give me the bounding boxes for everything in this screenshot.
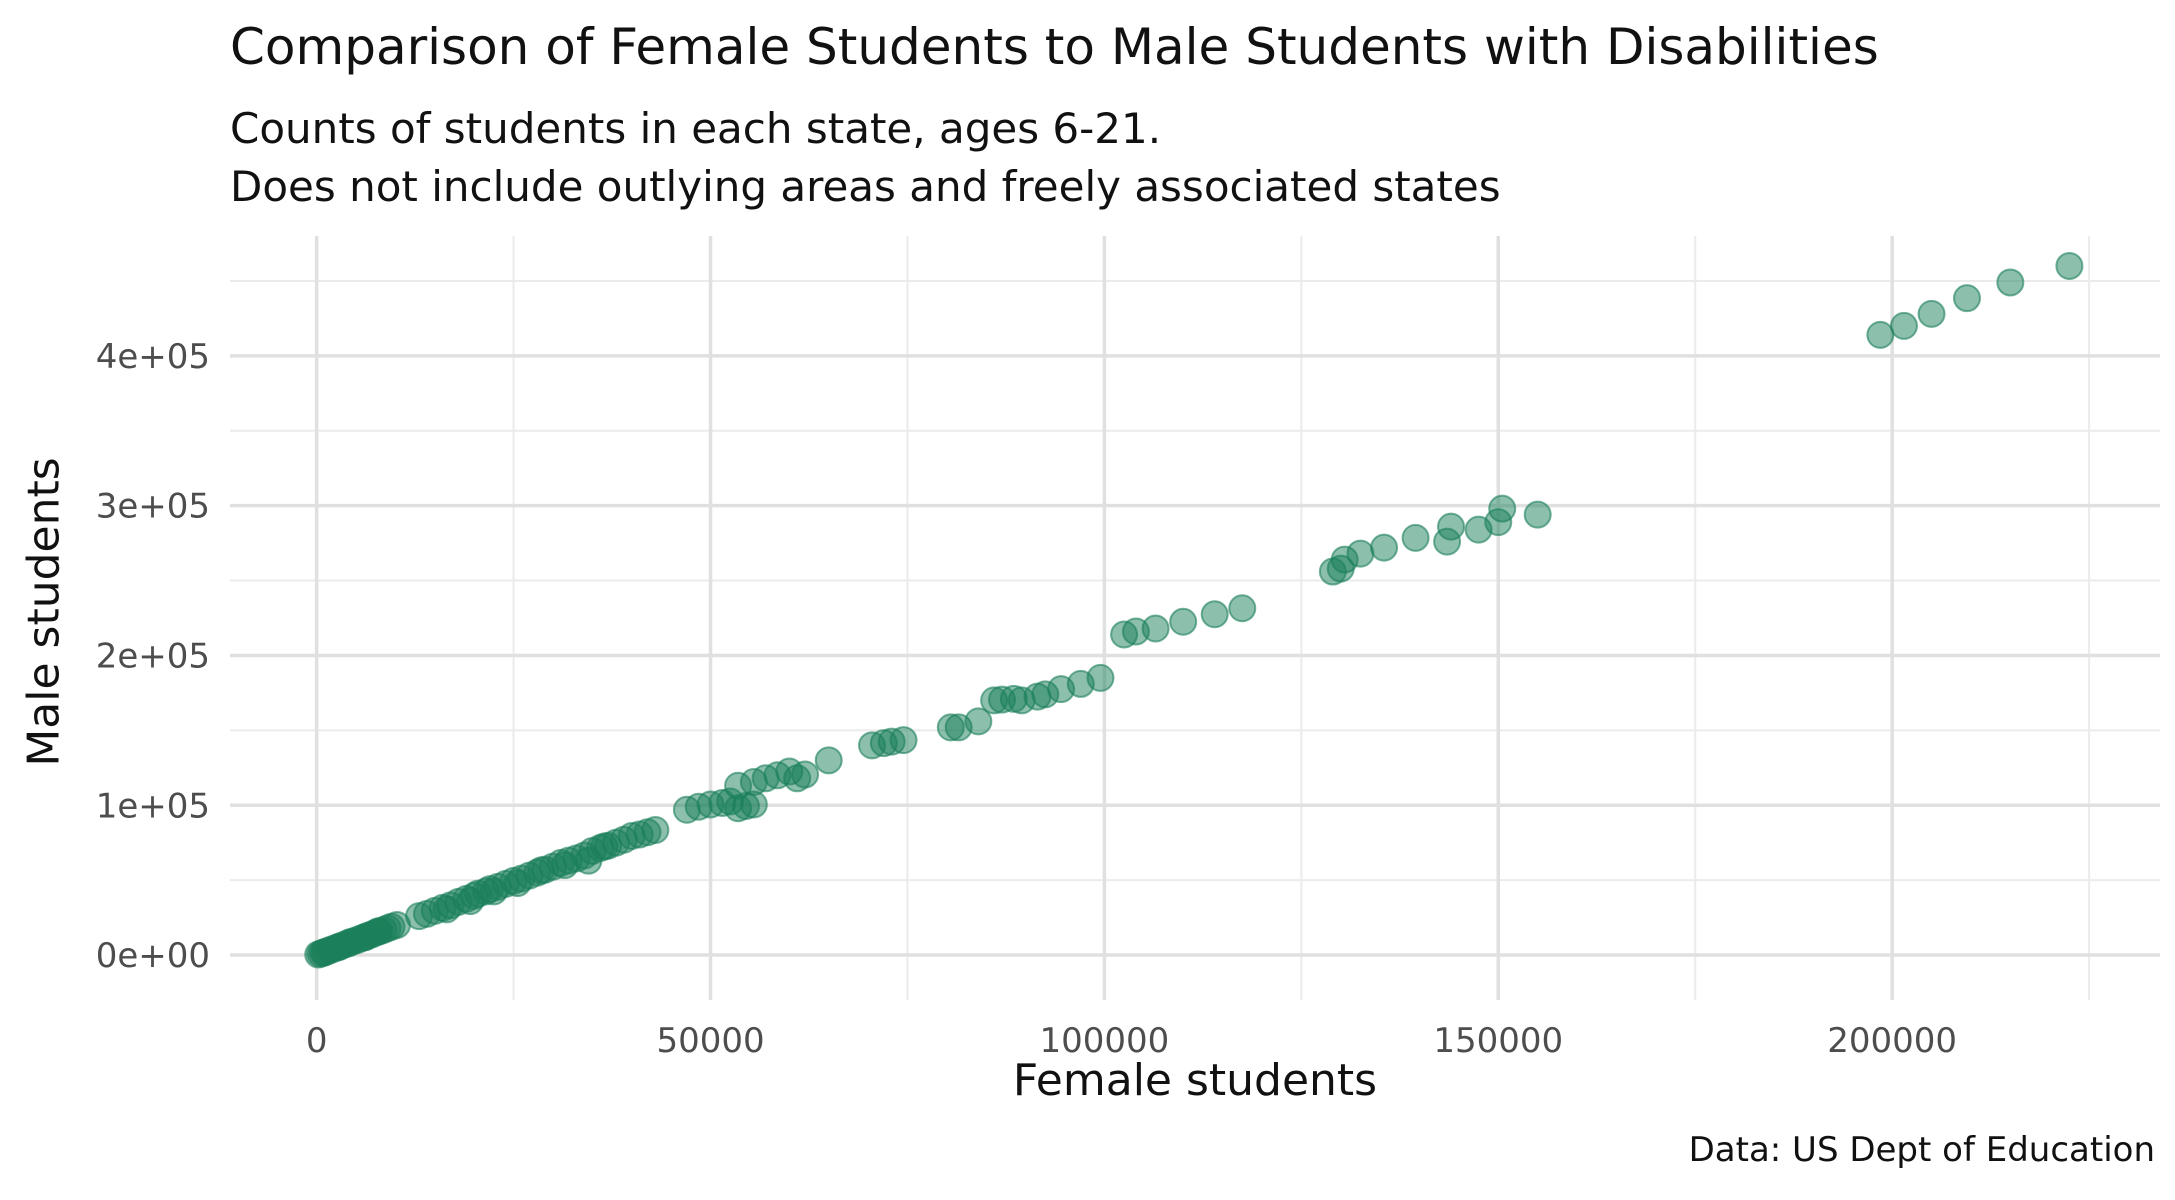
data-point (590, 832, 619, 861)
y-tick-label: 4e+05 (96, 337, 210, 377)
data-point (1953, 284, 1981, 313)
data-point (1228, 594, 1257, 623)
x-tick-label: 50000 (656, 1021, 764, 1061)
data-point (1996, 268, 2025, 297)
chart-title: Comparison of Female Students to Male St… (230, 18, 1879, 76)
data-point (1488, 494, 1517, 523)
chart-subtitle: Counts of students in each state, ages 6… (230, 100, 1501, 216)
data-point (964, 707, 993, 736)
data-point (479, 877, 508, 906)
data-point (1437, 512, 1466, 541)
data-point (1866, 320, 1895, 349)
data-point (432, 895, 461, 924)
major-gridlines (230, 236, 2160, 1000)
data-point (1086, 663, 1115, 692)
data-point (527, 856, 556, 885)
y-tick-label: 0e+00 (96, 936, 210, 976)
data-point (364, 917, 393, 946)
y-tick-label: 2e+05 (96, 636, 210, 676)
x-axis-tick-labels: 0 50000 100000 150000 200000 (306, 1021, 1957, 1061)
x-tick-label: 150000 (1433, 1021, 1563, 1061)
data-points (304, 251, 2084, 969)
data-point (641, 815, 670, 844)
minor-gridlines (230, 236, 2160, 1000)
x-tick-label: 200000 (1827, 1021, 1957, 1061)
data-point (1169, 607, 1198, 636)
x-tick-label: 0 (306, 1021, 328, 1061)
data-point (1523, 500, 1552, 529)
x-tick-label: 100000 (1040, 1021, 1170, 1061)
subtitle-line-2: Does not include outlying areas and free… (230, 162, 1501, 211)
y-tick-label: 1e+05 (96, 786, 210, 826)
data-point (1889, 311, 1918, 340)
y-tick-label: 3e+05 (96, 487, 210, 527)
data-point (456, 887, 485, 916)
data-point (1401, 523, 1430, 552)
data-point (1370, 533, 1399, 562)
data-point (503, 869, 532, 898)
data-point (550, 851, 579, 880)
chart-caption: Data: US Dept of Education (1688, 1130, 2155, 1170)
data-point (1346, 539, 1375, 568)
x-axis-label: Female students (1012, 1055, 1378, 1106)
data-point (791, 760, 820, 789)
data-point (1141, 614, 1170, 643)
y-axis-tick-labels: 0e+00 1e+05 2e+05 3e+05 4e+05 (96, 337, 210, 976)
data-point (2055, 251, 2084, 280)
data-point (814, 746, 843, 775)
data-point (889, 726, 918, 755)
subtitle-line-1: Counts of students in each state, ages 6… (230, 104, 1162, 153)
data-point (1200, 600, 1229, 629)
y-axis-label: Male students (18, 457, 70, 767)
data-point (1917, 299, 1946, 328)
